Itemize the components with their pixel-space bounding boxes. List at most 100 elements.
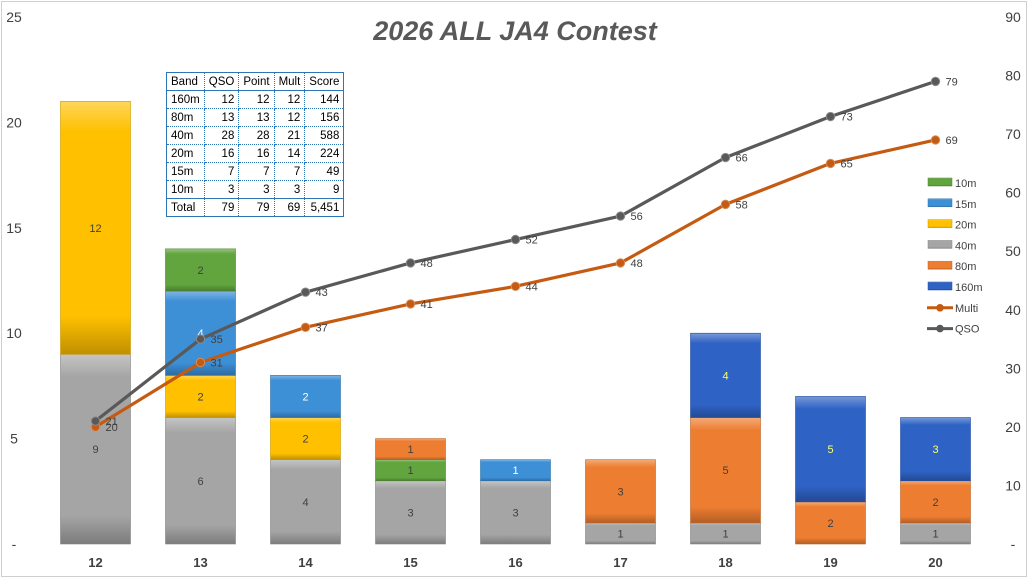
- bar-label-10m-13: 2: [197, 265, 203, 277]
- legend-swatch-15m: [927, 198, 953, 208]
- legend-label-10m: 10m: [955, 178, 976, 190]
- table-row: 15m 7 7 7 49: [166, 162, 345, 181]
- legend-swatch-40m: [927, 240, 953, 249]
- point-label-Multi-12: 20: [106, 422, 118, 434]
- point-label-QSO-19: 73: [841, 112, 853, 124]
- table-cell: 3: [238, 180, 275, 199]
- bar-label-80m-17: 3: [617, 486, 623, 498]
- table-cell: 16: [203, 144, 240, 163]
- x-tick-17: 17: [613, 555, 627, 570]
- table-cell: 28: [238, 126, 275, 145]
- bar-160m-19: [795, 396, 866, 503]
- bar-label-40m-16: 3: [512, 507, 518, 519]
- table-cell: 79: [238, 198, 275, 217]
- bar-label-40m-18: 1: [722, 528, 728, 540]
- y-right-tick-80: 80: [1005, 68, 1021, 84]
- bar-40m-15: [375, 480, 446, 545]
- point-QSO-20: [930, 76, 941, 87]
- bar-80m-18: [690, 417, 761, 524]
- x-tick-13: 13: [193, 555, 207, 570]
- y-right-tick-50: 50: [1005, 243, 1021, 259]
- bar-label-15m-14: 2: [302, 391, 308, 403]
- table-cell: 13: [203, 108, 240, 127]
- bar-80m-19: [795, 501, 866, 545]
- y-right-tick-60: 60: [1005, 185, 1021, 201]
- table-cell: 21: [273, 126, 306, 145]
- bar-label-20m-14: 2: [302, 434, 308, 446]
- bar-160m-18: [690, 332, 761, 418]
- bar-label-15m-13: 4: [197, 328, 203, 340]
- point-label-QSO-14: 43: [316, 287, 328, 299]
- point-Multi-17: [615, 258, 626, 268]
- table-cell: 69: [273, 198, 306, 217]
- y-left-tick--: -: [12, 536, 17, 552]
- bar-20m-12: [60, 101, 131, 355]
- y-right-tick--: -: [1011, 536, 1016, 552]
- point-label-Multi-19: 65: [841, 158, 853, 170]
- point-Multi-13: [195, 357, 206, 368]
- legend-swatch-160m: [927, 281, 953, 291]
- bar-80m-17: [585, 459, 656, 524]
- point-QSO-17: [615, 211, 626, 221]
- bar-label-40m-17: 1: [617, 528, 623, 540]
- y-right-tick-70: 70: [1005, 126, 1021, 142]
- table-cell: 12: [273, 108, 306, 127]
- table-cell: 79: [203, 198, 240, 217]
- table-cell: 160m: [166, 90, 205, 109]
- y-right-tick-20: 20: [1005, 419, 1021, 435]
- table-cell: 12: [273, 90, 306, 109]
- point-QSO-18: [720, 152, 731, 163]
- table-cell: 40m: [166, 126, 205, 145]
- legend-label-160m: 160m: [955, 282, 983, 294]
- point-label-Multi-16: 44: [526, 281, 538, 293]
- bar-80m-15: [375, 438, 446, 460]
- bar-label-20m-13: 2: [197, 391, 203, 403]
- point-Multi-19: [825, 158, 836, 169]
- table-cell: 9: [304, 180, 345, 199]
- table-cell: 224: [304, 144, 345, 163]
- y-right-tick-10: 10: [1005, 477, 1021, 493]
- y-left-tick-5: 5: [10, 431, 18, 447]
- table-cell: 13: [238, 108, 275, 127]
- point-Multi-20: [930, 135, 941, 145]
- table-cell: 144: [304, 90, 345, 109]
- point-label-QSO-13: 35: [211, 334, 223, 346]
- table-row: 40m 28 28 21 588: [166, 126, 345, 145]
- legend-swatch-20m: [927, 219, 953, 228]
- bar-label-40m-15: 3: [407, 507, 413, 519]
- table-row: 80m 13 13 12 156: [166, 108, 345, 127]
- x-tick-19: 19: [823, 555, 837, 570]
- point-label-QSO-18: 66: [736, 153, 748, 165]
- table-cell: 3: [273, 180, 306, 199]
- table-cell: 5,451: [304, 198, 345, 217]
- legend-label-40m: 40m: [955, 240, 976, 252]
- table-header-row: Band QSO Point Mult Score: [166, 72, 345, 91]
- point-Multi-18: [720, 199, 731, 210]
- bar-label-40m-13: 6: [197, 476, 203, 488]
- y-right-tick-90: 90: [1005, 9, 1021, 25]
- table-row: 20m 16 16 14 224: [166, 144, 345, 163]
- x-tick-14: 14: [298, 555, 313, 570]
- table-row: 160m 12 12 12 144: [166, 90, 345, 109]
- table-cell: Point: [238, 72, 275, 91]
- y-right-tick-40: 40: [1005, 302, 1021, 318]
- point-QSO-14: [300, 287, 311, 297]
- table-cell: 588: [304, 126, 345, 145]
- point-QSO-13: [195, 334, 206, 344]
- table-cell: Total: [166, 198, 205, 217]
- bar-40m-12: [60, 353, 131, 545]
- point-label-QSO-15: 48: [421, 258, 433, 270]
- table-cell: 7: [273, 162, 306, 181]
- bar-40m-16: [480, 480, 551, 545]
- bar-label-40m-12: 9: [92, 444, 98, 456]
- point-label-QSO-17: 56: [631, 211, 643, 223]
- table-cell: 14: [273, 144, 306, 163]
- y-left-tick-25: 25: [6, 9, 22, 25]
- legend-label-15m: 15m: [955, 199, 976, 211]
- legend-label-80m: 80m: [955, 261, 976, 273]
- table-cell: 12: [238, 90, 275, 109]
- x-tick-16: 16: [508, 555, 522, 570]
- y-right-tick-30: 30: [1005, 360, 1021, 376]
- bar-label-160m-19: 5: [827, 444, 833, 456]
- table-cell: 7: [203, 162, 240, 181]
